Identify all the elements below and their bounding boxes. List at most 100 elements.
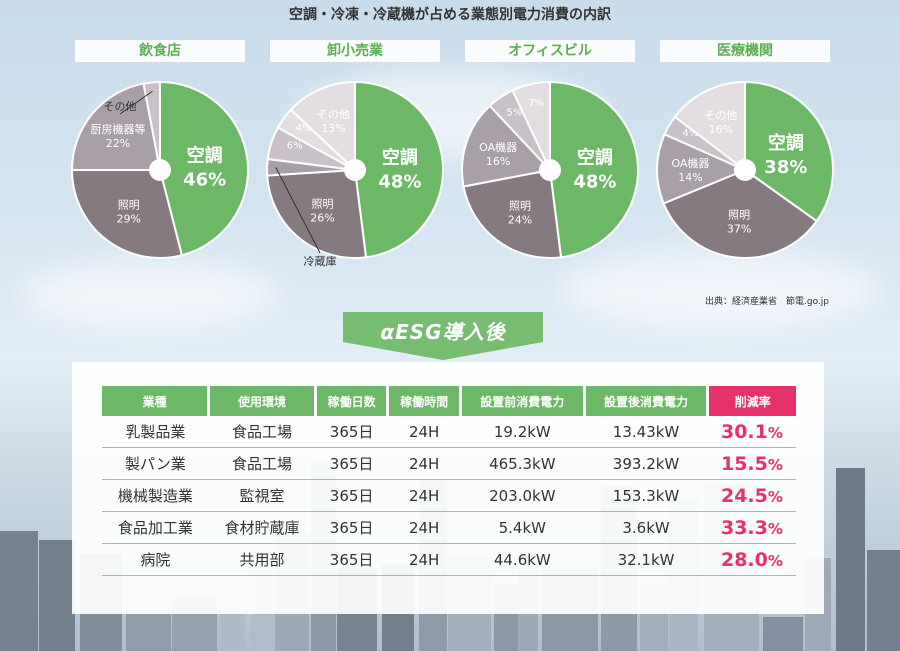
building — [866, 550, 900, 651]
slice-label: OA機器 16% — [479, 140, 517, 168]
after-banner — [343, 312, 543, 360]
header-power-after: 設置後消費電力 — [582, 386, 708, 416]
slice-label: 7% — [528, 98, 544, 109]
slice-label: 6% — [287, 140, 303, 151]
page-title: 空調・冷凍・冷蔵機が占める業態別電力消費の内訳 — [289, 7, 611, 23]
power-before-cell: 44.6kW — [460, 543, 585, 576]
source-note: 出典：経済産業省 節電.go.jp — [705, 297, 829, 307]
reduction-rate-cell: 15.5% — [707, 447, 796, 480]
days-cell: 365日 — [315, 479, 388, 512]
pie-center-hole — [149, 159, 171, 181]
reduction-rate-cell: 28.0% — [707, 543, 796, 576]
environment-cell: 食材貯蔵庫 — [208, 511, 316, 544]
reduction-rate-unit: % — [767, 455, 783, 474]
slice-label: 5% — [506, 108, 522, 119]
cloud — [560, 250, 880, 330]
environment-cell: 共用部 — [208, 543, 316, 576]
building — [39, 539, 75, 651]
pie-slice — [142, 80, 161, 171]
pie-slice — [354, 80, 444, 259]
pie-slice — [662, 168, 819, 259]
slice-label: その他 16% — [704, 109, 737, 136]
results-table: 業種 使用環境 稼働日数 稼働時間 設置前消費電力 設置後消費電力 削減率 乳製… — [102, 386, 796, 576]
reduction-rate-value: 33.3 — [720, 516, 768, 539]
pie-slice — [673, 80, 746, 173]
industry-cell: 乳製品業 — [102, 416, 209, 448]
days-cell: 365日 — [315, 511, 388, 544]
pie-center-hole — [344, 159, 366, 181]
pie-block: 飲食店 空調 46% 照明 29% 厨房機器等 22% その他 — [70, 40, 250, 290]
table-row: 乳製品業 食品工場 365日 24H 19.2kW 13.43kW 30.1% — [102, 416, 796, 448]
pie-slice — [159, 80, 249, 257]
pie-chart: 空調 38% 照明 37% OA機器 14% 4% その他 16% — [656, 80, 834, 259]
industry-cell: 製パン業 — [102, 447, 209, 480]
reduction-rate-value: 15.5 — [720, 452, 768, 475]
building — [126, 608, 171, 651]
pie-slice — [549, 80, 639, 259]
power-before-cell: 203.0kW — [460, 479, 585, 512]
cloud — [20, 260, 280, 330]
environment-cell: 監視室 — [208, 479, 316, 512]
environment-cell: 食品工場 — [208, 447, 316, 480]
slice-label: 空調 48% — [573, 147, 616, 193]
header-power-before: 設置前消費電力 — [458, 386, 585, 416]
slice-label: 冷蔵庫 — [304, 254, 337, 268]
slice-label: 照明 26% — [310, 197, 334, 224]
pie-chart: 空調 46% 照明 29% 厨房機器等 22% その他 — [70, 80, 249, 259]
pie-slice — [70, 82, 162, 171]
pie-title: オフィスビル — [465, 40, 635, 62]
pie-block: 卸小売業 空調 48% 照明 26% 冷蔵庫 6% 4% その他 13% — [265, 40, 445, 290]
hours-cell: 24H — [387, 543, 461, 576]
table-row: 製パン業 食品工場 365日 24H 465.3kW 393.2kW 15.5% — [102, 447, 796, 480]
building — [219, 613, 245, 651]
industry-cell: 病院 — [102, 543, 209, 576]
pie-slice — [266, 168, 368, 259]
hours-cell: 24H — [387, 416, 461, 448]
power-before-cell: 465.3kW — [460, 447, 585, 480]
environment-cell: 食品工場 — [208, 416, 316, 448]
pie-center-hole — [734, 159, 756, 181]
slice-label: 厨房機器等 22% — [90, 122, 145, 150]
table-row: 食品加工業 食材貯蔵庫 365日 24H 5.4kW 3.6kW 33.3% — [102, 511, 796, 544]
hours-cell: 24H — [387, 511, 461, 544]
slice-label: 4% — [682, 128, 698, 139]
power-after-cell: 13.43kW — [584, 416, 708, 448]
slice-label: 4% — [296, 123, 312, 134]
header-reduction-rate: 削減率 — [706, 386, 796, 416]
pie-slice — [511, 80, 551, 171]
pie-block: オフィスビル空調 48% 照明 24% OA機器 16% 5% 7% — [460, 40, 640, 290]
pie-slice — [744, 80, 834, 223]
power-before-cell: 19.2kW — [460, 416, 585, 448]
reduction-rate-unit: % — [767, 423, 783, 442]
slice-label: その他 13% — [317, 108, 350, 135]
pie-slice — [289, 80, 356, 173]
header-industry: 業種 — [102, 386, 209, 416]
reduction-rate-unit: % — [767, 519, 783, 538]
slice-label: OA機器 14% — [671, 156, 709, 184]
pie-title: 卸小売業 — [270, 40, 440, 62]
leader-line — [275, 167, 321, 254]
pie-slice — [656, 132, 748, 205]
table-row: 機械製造業 監視室 365日 24H 203.0kW 153.3kW 24.5% — [102, 479, 796, 512]
days-cell: 365日 — [315, 416, 388, 448]
pie-chart: 空調 48% 照明 24% OA機器 16% 5% 7% — [461, 80, 639, 259]
slice-label: 空調 46% — [183, 144, 226, 190]
days-cell: 365日 — [315, 447, 388, 480]
reduction-rate-value: 28.0 — [720, 548, 768, 571]
results-table-card: 業種 使用環境 稼働日数 稼働時間 設置前消費電力 設置後消費電力 削減率 乳製… — [72, 362, 824, 614]
pie-title: 飲食店 — [75, 40, 245, 62]
building — [835, 467, 865, 651]
reduction-rate-cell: 33.3% — [707, 511, 796, 544]
reduction-rate-cell: 30.1% — [707, 416, 796, 448]
pie-slice — [462, 168, 563, 259]
power-after-cell: 393.2kW — [584, 447, 708, 480]
slice-label: 照明 29% — [116, 198, 140, 225]
table-header-row: 業種 使用環境 稼働日数 稼働時間 設置前消費電力 設置後消費電力 削減率 — [102, 386, 796, 416]
power-before-cell: 5.4kW — [460, 511, 585, 544]
pie-title: 医療機関 — [660, 40, 830, 62]
slice-label: 照明 24% — [508, 199, 532, 226]
header-environment: 使用環境 — [207, 386, 316, 416]
leader-line — [119, 90, 153, 115]
hours-cell: 24H — [387, 479, 461, 512]
power-after-cell: 153.3kW — [584, 479, 708, 512]
